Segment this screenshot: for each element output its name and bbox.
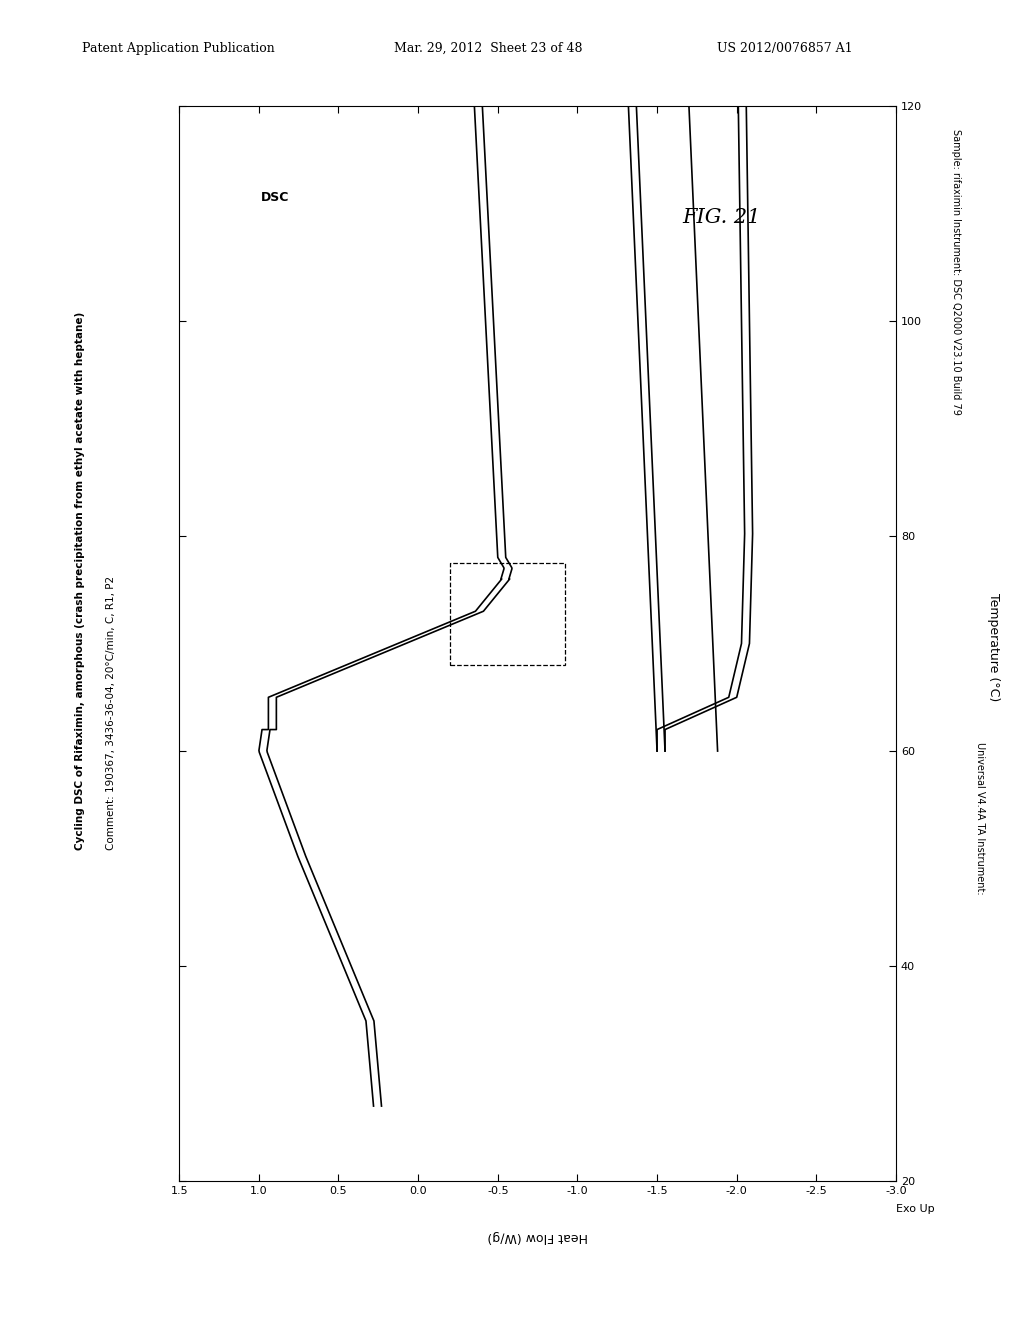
Text: Mar. 29, 2012  Sheet 23 of 48: Mar. 29, 2012 Sheet 23 of 48 xyxy=(394,42,583,55)
Text: FIG. 21: FIG. 21 xyxy=(683,209,761,227)
Text: Heat Flow (W/g): Heat Flow (W/g) xyxy=(487,1230,588,1243)
Text: Universal V4.4A TA Instrument:: Universal V4.4A TA Instrument: xyxy=(975,742,985,895)
Text: Patent Application Publication: Patent Application Publication xyxy=(82,42,274,55)
Text: Cycling DSC of Rifaximin, amorphous (crash precipitation from ethyl acetate with: Cycling DSC of Rifaximin, amorphous (cra… xyxy=(75,312,85,850)
Text: Instrument: DSC Q2000 V23.10 Build 79: Instrument: DSC Q2000 V23.10 Build 79 xyxy=(951,218,962,416)
Text: Temperature (°C): Temperature (°C) xyxy=(987,593,999,701)
Bar xyxy=(450,562,564,665)
Text: DSC: DSC xyxy=(261,191,290,205)
Text: Sample: rifaximin: Sample: rifaximin xyxy=(951,128,962,215)
Text: Exo Up: Exo Up xyxy=(896,1204,935,1214)
Text: US 2012/0076857 A1: US 2012/0076857 A1 xyxy=(717,42,852,55)
Text: Comment: 190367, 3436-36-04, 20°C/min, C, R1, P2: Comment: 190367, 3436-36-04, 20°C/min, C… xyxy=(105,576,116,850)
